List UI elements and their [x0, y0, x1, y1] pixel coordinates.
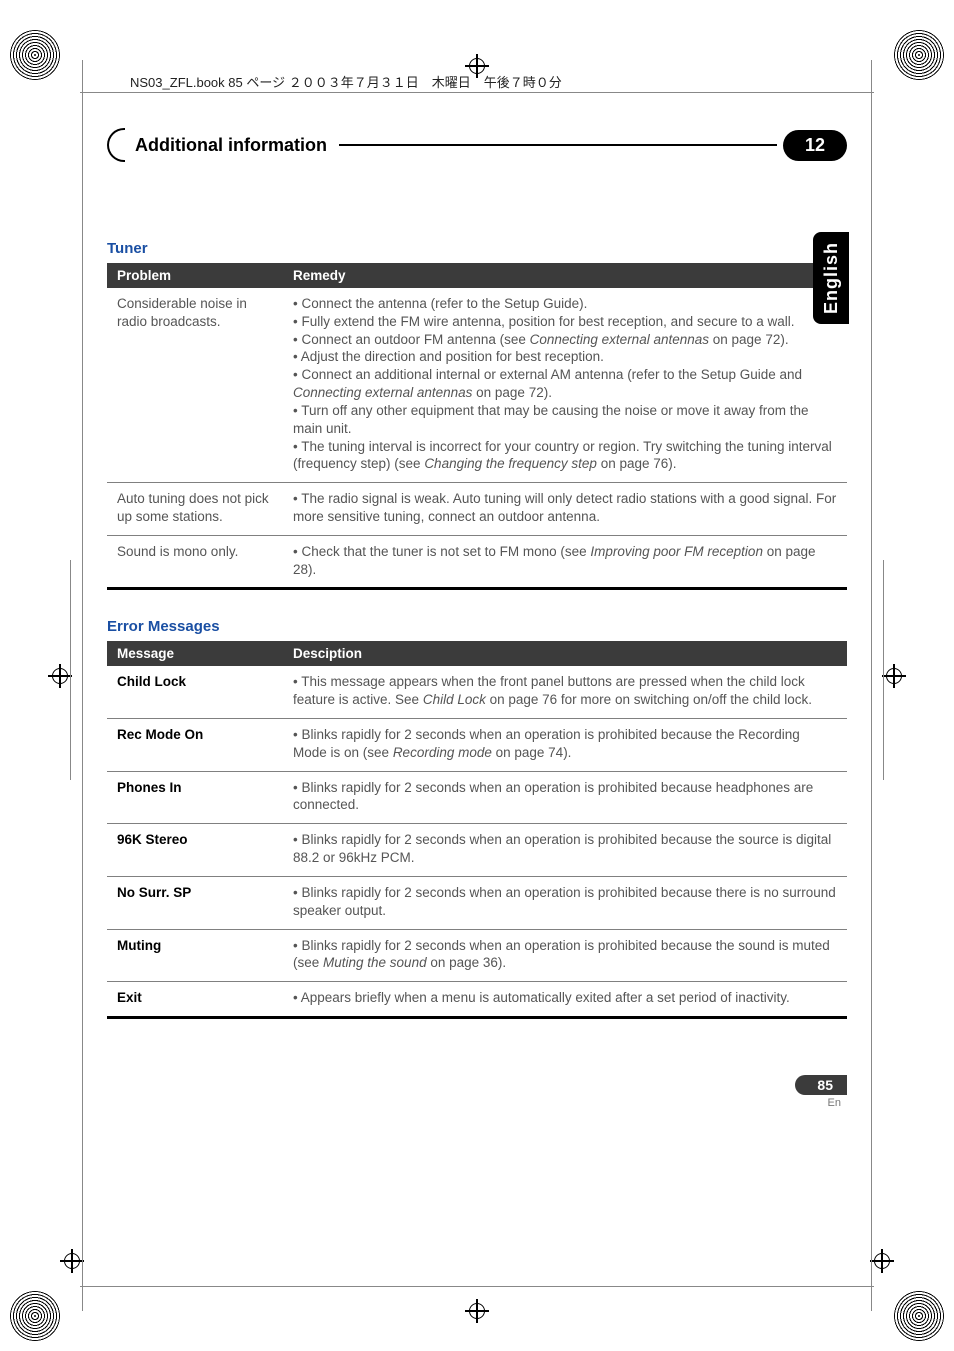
- message-cell: Rec Mode On: [107, 719, 283, 772]
- errors-col-description: Desciption: [283, 641, 847, 666]
- message-cell: Muting: [107, 929, 283, 982]
- table-row: Phones In • Blinks rapidly for 2 seconds…: [107, 771, 847, 824]
- remedy-cell: • The radio signal is weak. Auto tuning …: [283, 483, 847, 536]
- tuner-table: Problem Remedy Considerable noise in rad…: [107, 263, 847, 590]
- message-cell: 96K Stereo: [107, 824, 283, 877]
- chapter-number: 12: [783, 130, 847, 161]
- registration-mark-br: [870, 1249, 894, 1273]
- crop-ring-tl: [10, 30, 60, 80]
- page-lang: En: [795, 1097, 847, 1109]
- spine-line: [70, 560, 71, 780]
- language-tab-label: English: [821, 242, 842, 314]
- registration-mark-bl: [60, 1249, 84, 1273]
- errors-col-message: Message: [107, 641, 283, 666]
- header-paren-icon: [107, 128, 125, 162]
- section-title-errors: Error Messages: [107, 618, 847, 635]
- crop-line: [82, 60, 83, 1311]
- description-cell: • Blinks rapidly for 2 seconds when an o…: [283, 929, 847, 982]
- crop-ring-tr: [894, 30, 944, 80]
- table-row: Considerable noise in radio broadcasts. …: [107, 288, 847, 483]
- table-row: Sound is mono only. • Check that the tun…: [107, 535, 847, 589]
- table-row: No Surr. SP • Blinks rapidly for 2 secon…: [107, 876, 847, 929]
- table-row: 96K Stereo • Blinks rapidly for 2 second…: [107, 824, 847, 877]
- registration-mark-left: [48, 664, 72, 688]
- crop-ring-bl: [10, 1291, 60, 1341]
- page-number-block: 85 En: [795, 1075, 847, 1109]
- tuner-col-problem: Problem: [107, 263, 283, 288]
- description-cell: • This message appears when the front pa…: [283, 666, 847, 718]
- tuner-col-remedy: Remedy: [283, 263, 847, 288]
- section-title-tuner: Tuner: [107, 240, 847, 257]
- problem-cell: Sound is mono only.: [107, 535, 283, 589]
- registration-mark-bottom: [465, 1299, 489, 1323]
- description-cell: • Blinks rapidly for 2 seconds when an o…: [283, 876, 847, 929]
- book-header-label: NS03_ZFL.book 85 ページ ２００３年７月３１日 木曜日 午後７時…: [130, 72, 562, 91]
- spine-line: [883, 560, 884, 780]
- remedy-cell: • Connect the antenna (refer to the Setu…: [283, 288, 847, 483]
- crop-line: [80, 1286, 874, 1287]
- registration-mark-right: [882, 664, 906, 688]
- description-cell: • Blinks rapidly for 2 seconds when an o…: [283, 771, 847, 824]
- chapter-title: Additional information: [125, 129, 339, 162]
- message-cell: Exit: [107, 982, 283, 1018]
- description-cell: • Appears briefly when a menu is automat…: [283, 982, 847, 1018]
- problem-cell: Considerable noise in radio broadcasts.: [107, 288, 283, 483]
- remedy-cell: • Check that the tuner is not set to FM …: [283, 535, 847, 589]
- message-cell: Child Lock: [107, 666, 283, 718]
- problem-cell: Auto tuning does not pick up some statio…: [107, 483, 283, 536]
- chapter-header: Additional information 12: [107, 128, 847, 162]
- table-row: Auto tuning does not pick up some statio…: [107, 483, 847, 536]
- table-row: Muting • Blinks rapidly for 2 seconds wh…: [107, 929, 847, 982]
- table-row: Child Lock • This message appears when t…: [107, 666, 847, 718]
- page-number: 85: [795, 1075, 847, 1095]
- errors-table: Message Desciption Child Lock • This mes…: [107, 641, 847, 1019]
- header-rule: [339, 144, 777, 146]
- crop-ring-br: [894, 1291, 944, 1341]
- message-cell: No Surr. SP: [107, 876, 283, 929]
- description-cell: • Blinks rapidly for 2 seconds when an o…: [283, 824, 847, 877]
- crop-line: [871, 60, 872, 1311]
- crop-line: [80, 92, 874, 93]
- table-row: Exit • Appears briefly when a menu is au…: [107, 982, 847, 1018]
- table-row: Rec Mode On • Blinks rapidly for 2 secon…: [107, 719, 847, 772]
- language-tab: English: [813, 232, 849, 324]
- message-cell: Phones In: [107, 771, 283, 824]
- description-cell: • Blinks rapidly for 2 seconds when an o…: [283, 719, 847, 772]
- page-content: Additional information 12 English Tuner …: [107, 128, 847, 1047]
